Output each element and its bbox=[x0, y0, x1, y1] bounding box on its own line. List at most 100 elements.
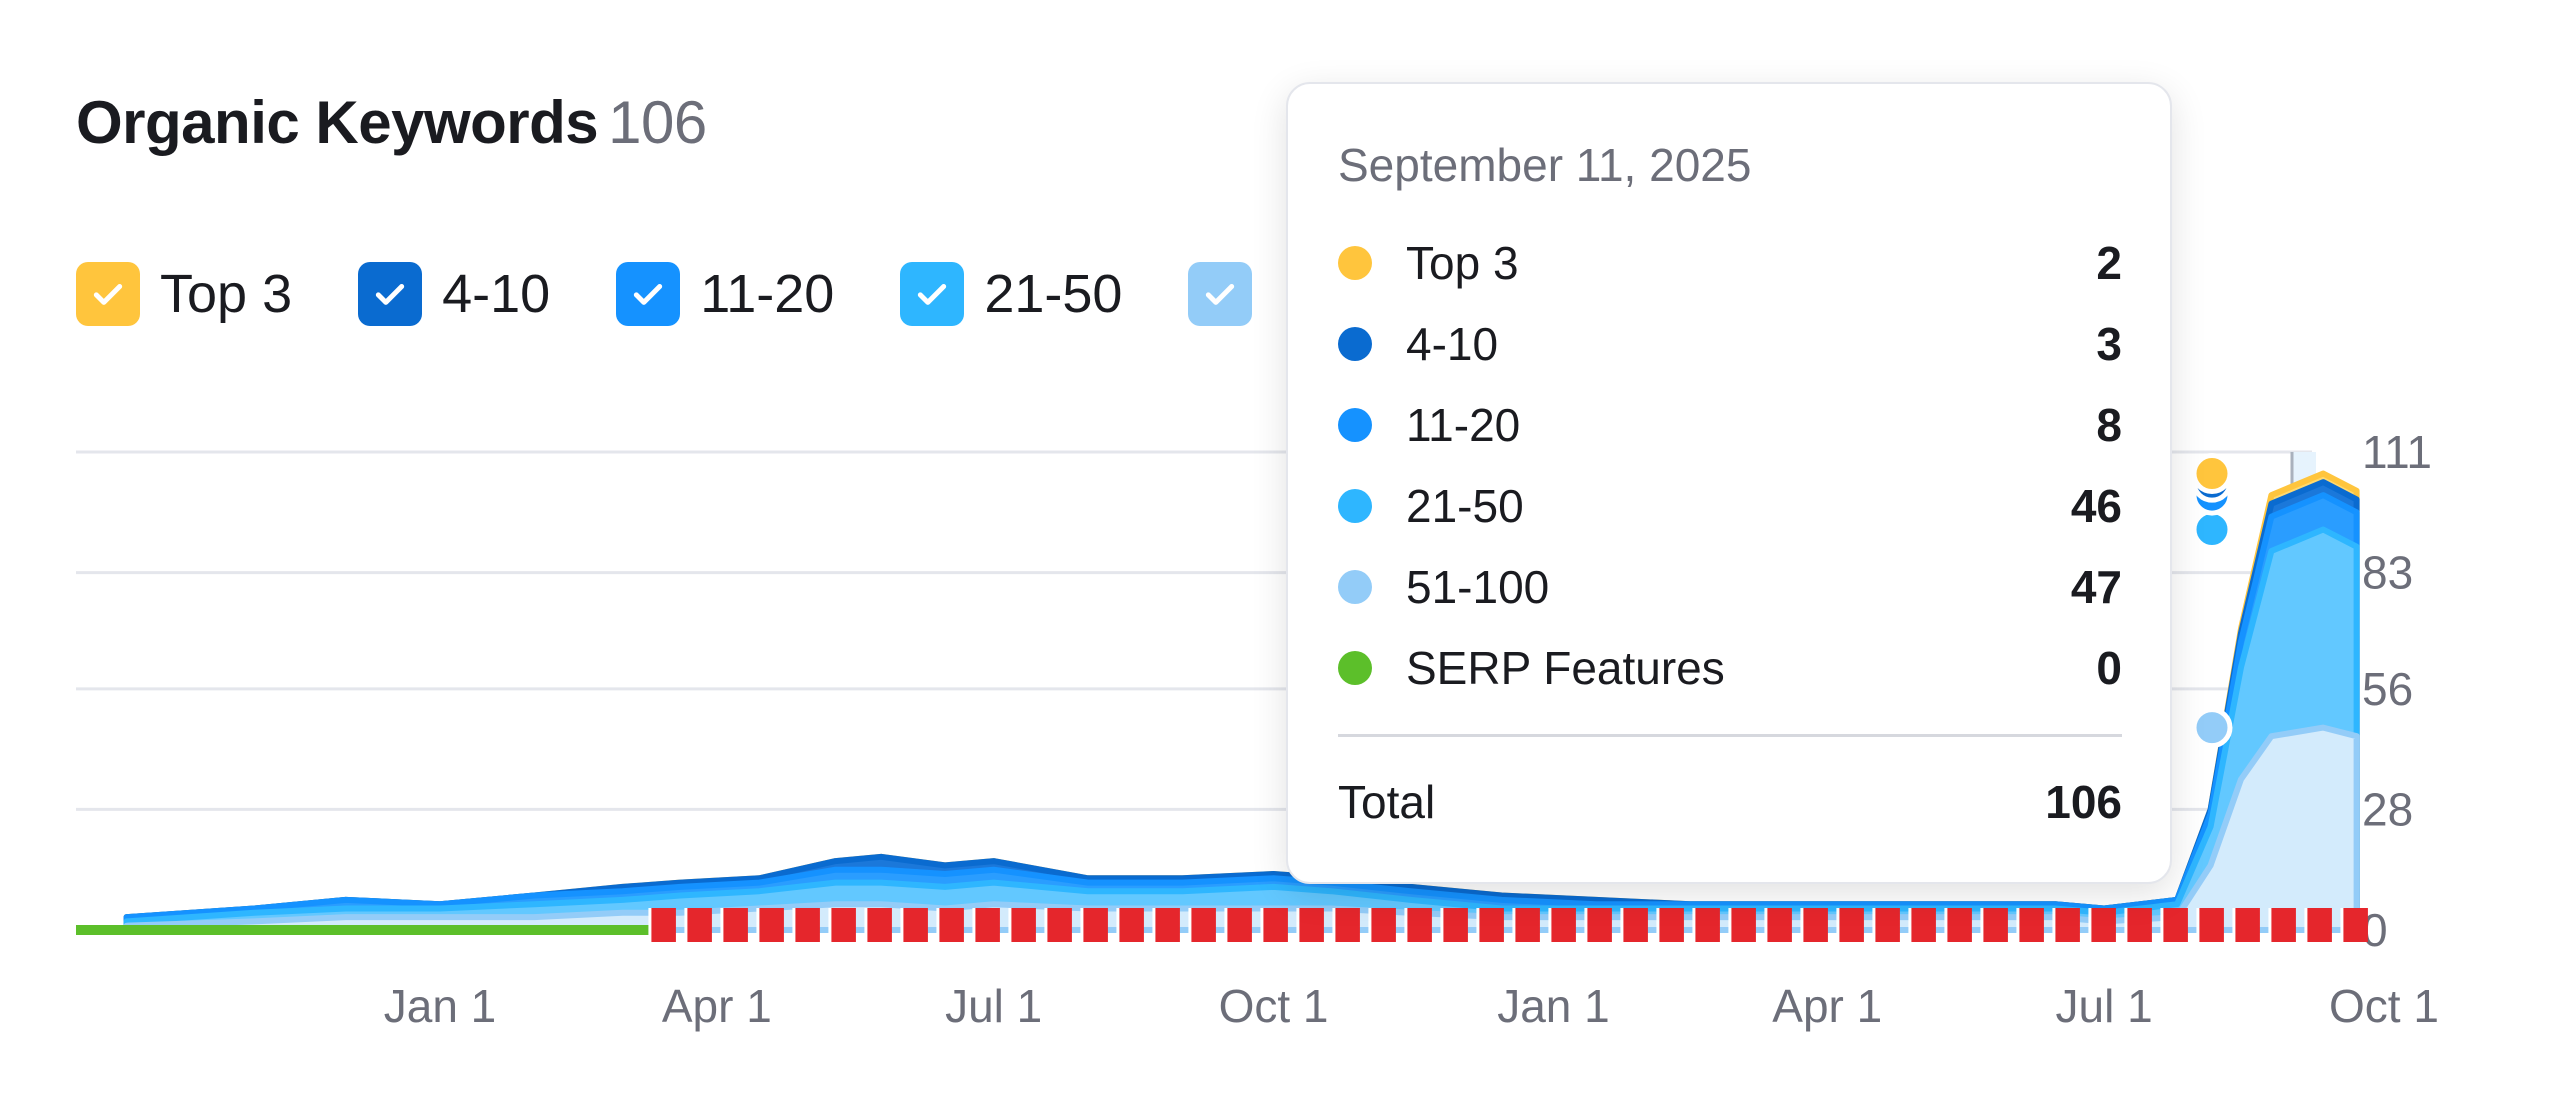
serp-flag-marker bbox=[2125, 908, 2152, 942]
legend-item-11-20[interactable]: 11-20 bbox=[616, 262, 834, 326]
legend-item-51-100[interactable] bbox=[1188, 262, 1272, 326]
serp-flag-marker bbox=[1261, 908, 1288, 942]
y-tick-label: 111 bbox=[2362, 426, 2432, 478]
serp-flag-marker bbox=[1801, 908, 1828, 942]
serp-flag-marker bbox=[1513, 908, 1540, 942]
serp-flag-marker bbox=[721, 908, 748, 942]
serp-flag-marker bbox=[2233, 908, 2260, 942]
tooltip-row-label: Top 3 bbox=[1406, 236, 1519, 289]
keyword-count: 106 bbox=[608, 89, 707, 156]
x-tick-label: Jul 1 bbox=[2056, 980, 2153, 1032]
x-tick-label: Jan 1 bbox=[384, 980, 497, 1032]
serp-flag-marker bbox=[1729, 908, 1756, 942]
tooltip-dot bbox=[1338, 569, 1372, 604]
legend-item-top3[interactable]: Top 3 bbox=[76, 262, 292, 326]
x-tick-label: Apr 1 bbox=[1772, 980, 1882, 1032]
x-tick-label: Jan 1 bbox=[1497, 980, 1610, 1032]
tooltip-dot bbox=[1338, 326, 1372, 361]
serp-flag-marker bbox=[2161, 908, 2188, 942]
legend-item-4-10[interactable]: 4-10 bbox=[358, 262, 550, 326]
x-tick-label: Oct 1 bbox=[2329, 980, 2439, 1032]
serp-flag-marker bbox=[1765, 908, 1792, 942]
serp-flag-marker bbox=[1657, 908, 1684, 942]
tooltip-dot bbox=[1338, 245, 1372, 280]
hover-point-top-3 bbox=[2191, 453, 2233, 495]
serp-flag-marker bbox=[1873, 908, 1900, 942]
tooltip-row-label: 4-10 bbox=[1406, 317, 1499, 370]
x-tick-label: Apr 1 bbox=[662, 980, 772, 1032]
serp-flag-marker bbox=[973, 908, 1000, 942]
serp-flag-marker bbox=[829, 908, 856, 942]
serp-flag-marker bbox=[1297, 908, 1324, 942]
tooltip-row: SERP Features 0 bbox=[1338, 627, 2122, 708]
check-icon bbox=[634, 284, 663, 305]
serp-flag-marker bbox=[1621, 908, 1648, 942]
serp-flag-marker bbox=[1945, 908, 1972, 942]
legend-label: 21-50 bbox=[984, 264, 1123, 324]
serp-flag-marker bbox=[685, 908, 712, 942]
serp-flag-marker bbox=[2197, 908, 2224, 942]
serp-flag-marker bbox=[937, 908, 964, 942]
hover-point-51-100 bbox=[2191, 707, 2233, 749]
serp-flag-marker bbox=[1585, 908, 1612, 942]
serp-flag-marker bbox=[1477, 908, 1504, 942]
checkbox-4-10[interactable] bbox=[358, 262, 423, 326]
serp-flag-marker bbox=[1333, 908, 1360, 942]
x-tick-label: Oct 1 bbox=[1219, 980, 1329, 1032]
serp-flag-marker bbox=[757, 908, 784, 942]
serp-flag-marker bbox=[1009, 908, 1036, 942]
serp-flag-marker bbox=[1693, 908, 1720, 942]
check-icon bbox=[93, 284, 123, 305]
serp-flag-marker bbox=[2305, 908, 2332, 942]
tooltip-dot bbox=[1338, 650, 1372, 685]
serp-flag-marker bbox=[1045, 908, 1072, 942]
serp-flag-marker bbox=[2089, 908, 2116, 942]
tooltip-total-row: Total 106 bbox=[1338, 767, 2122, 837]
serp-flag-marker bbox=[1981, 908, 2008, 942]
serp-flag-marker bbox=[865, 908, 892, 942]
check-icon bbox=[918, 284, 947, 305]
checkbox-top3[interactable] bbox=[76, 262, 140, 326]
tooltip-row-label: 21-50 bbox=[1406, 479, 1524, 532]
checkbox-21-50[interactable] bbox=[900, 262, 965, 326]
title-text: Organic Keywords bbox=[76, 89, 599, 156]
tooltip-row-value: 0 bbox=[2096, 641, 2122, 694]
y-tick-label: 28 bbox=[2362, 783, 2413, 835]
checkbox-51-100[interactable] bbox=[1188, 262, 1253, 326]
tooltip-row-value: 3 bbox=[2096, 317, 2122, 370]
tooltip-row-value: 46 bbox=[2070, 479, 2122, 532]
serp-flag-marker bbox=[1549, 908, 1576, 942]
tooltip-divider bbox=[1338, 734, 2122, 737]
x-tick-label: Jul 1 bbox=[945, 980, 1042, 1032]
serp-flag-marker bbox=[1153, 908, 1180, 942]
serp-flag-marker bbox=[1117, 908, 1144, 942]
serp-flag-marker bbox=[2053, 908, 2080, 942]
y-tick-label: 56 bbox=[2362, 663, 2413, 715]
tooltip-row: 4-10 3 bbox=[1338, 303, 2122, 384]
legend-label: 4-10 bbox=[442, 264, 551, 324]
serp-flag-marker bbox=[901, 908, 928, 942]
tooltip-row: 11-20 8 bbox=[1338, 384, 2122, 465]
tooltip-dot bbox=[1338, 407, 1372, 442]
serp-flag-marker bbox=[1909, 908, 1936, 942]
tooltip-row-label: 11-20 bbox=[1406, 398, 1521, 451]
serp-flag-marker bbox=[1189, 908, 1216, 942]
chart-tooltip: September 11, 2025 Top 3 2 4-10 3 11-20 8 21-5… bbox=[1286, 82, 2172, 884]
tooltip-row: 21-50 46 bbox=[1338, 465, 2122, 546]
tooltip-date: September 11, 2025 bbox=[1338, 139, 1752, 191]
checkbox-11-20[interactable] bbox=[616, 262, 681, 326]
legend-item-21-50[interactable]: 21-50 bbox=[900, 262, 1122, 326]
check-icon bbox=[1206, 284, 1235, 305]
serp-flag-marker bbox=[1837, 908, 1864, 942]
tooltip-dot bbox=[1338, 488, 1372, 523]
check-icon bbox=[375, 284, 405, 305]
page-title: Organic Keywords 106 bbox=[76, 88, 707, 157]
tooltip-total-label: Total bbox=[1338, 776, 1436, 828]
series-area-21-50 bbox=[123, 526, 2360, 933]
legend-label: 11-20 bbox=[700, 264, 835, 324]
serp-flag-marker bbox=[1405, 908, 1432, 942]
tooltip-row-value: 2 bbox=[2096, 236, 2122, 289]
tooltip-rows: Top 3 2 4-10 3 11-20 8 21-50 46 51-100 47 SERP Fea… bbox=[1338, 222, 2122, 708]
serp-flag-marker bbox=[793, 908, 820, 942]
